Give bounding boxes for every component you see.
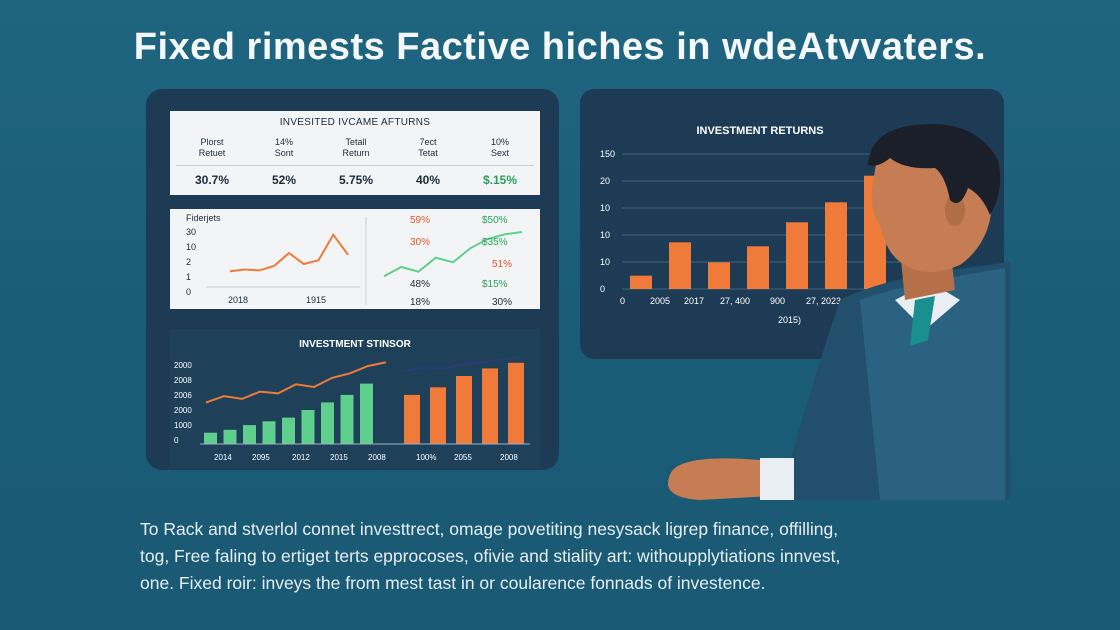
return-bar	[747, 246, 769, 289]
table-cell-value: 40%	[415, 173, 441, 187]
x-tick-label: 2008	[500, 453, 518, 462]
x-tick-label: 2055	[454, 453, 472, 462]
y-tick-label: 10	[600, 203, 611, 213]
x-tick-label: 2014	[214, 453, 232, 462]
series-line	[403, 356, 519, 372]
return-bar	[786, 222, 808, 289]
green-bar	[301, 410, 315, 444]
investment-returns-title: INVESTMENT RETURNS	[696, 125, 824, 137]
percent-label: $15%	[482, 279, 508, 290]
y-tick-label: 20	[600, 176, 611, 186]
y-tick-label: 10	[600, 257, 611, 267]
caption-paragraph: To Rack and stverlol connet investtrect,…	[140, 516, 1040, 597]
y-tick-label: 1000	[174, 421, 192, 430]
percent-label: 59%	[410, 215, 431, 226]
return-bar	[864, 175, 886, 289]
x-tick-label: 2017	[684, 296, 705, 306]
green-bar	[243, 425, 256, 444]
y-tick-label: 2000	[174, 361, 192, 370]
table-column-header: 10% Sext	[490, 137, 509, 158]
mini-charts-card: Fiderjets 30 10 2 1 0 2018 1915 59% $50% 30% $35…	[170, 209, 540, 309]
table-column-header: Tetall Return	[342, 137, 370, 158]
x-tick-label: 27, 400	[720, 296, 751, 306]
x-tick-label: 0	[620, 296, 626, 306]
green-bar	[223, 429, 237, 444]
caption-line: To Rack and stverlol connet investtrect,…	[140, 519, 839, 539]
return-bar	[669, 242, 691, 289]
y-tick-label: 2000	[174, 406, 192, 415]
x-tick-label: 2012	[292, 453, 310, 462]
investment-returns-chart	[622, 153, 900, 290]
x-tick-label: 2015	[330, 453, 348, 462]
percent-label: 30%	[492, 297, 513, 308]
x-tick-label: 100%	[416, 453, 437, 462]
orange-bar	[482, 368, 498, 444]
y-tick-label: 150	[600, 149, 616, 159]
y-tick-label: 2006	[174, 391, 192, 400]
x-tick-label: 900	[770, 296, 786, 306]
percent-label: $50%	[482, 215, 508, 226]
green-bar	[321, 402, 334, 444]
green-bar	[204, 432, 217, 444]
y-tick-label: 0	[186, 287, 192, 297]
green-bar	[262, 421, 276, 444]
orange-bar	[430, 387, 446, 444]
y-tick-label: 0	[600, 284, 606, 294]
x-tick-label: 1915	[306, 295, 327, 305]
percent-label: 51%	[492, 259, 513, 270]
caption-line: one. Fixed roir: inveys the from mest ta…	[140, 573, 766, 593]
investment-returns-panel: INVESTMENT RETURNS 150 20 10 10 10 0 0 2005 201…	[580, 89, 1004, 359]
series-line	[205, 361, 387, 404]
return-bar	[825, 202, 847, 289]
percent-label: 30%	[410, 237, 431, 248]
investment-summary-chart	[200, 356, 530, 445]
table-divider	[176, 165, 534, 166]
y-tick-label: 1	[186, 272, 192, 282]
y-tick-label: 0	[174, 436, 179, 445]
series-line	[383, 231, 523, 278]
page-title: Fixed rimests Factive hiches in wdeAtvva…	[133, 26, 987, 68]
table-cell-value: 52%	[271, 173, 297, 187]
return-bar	[630, 275, 652, 289]
y-tick-label: 2008	[174, 376, 192, 385]
mini-line-charts	[206, 217, 523, 305]
y-tick-label: 10	[600, 230, 611, 240]
return-bar	[708, 262, 730, 289]
green-bar	[282, 417, 295, 444]
orange-bar	[404, 394, 420, 444]
orange-bar	[508, 362, 524, 444]
orange-bar	[456, 376, 472, 444]
green-bar	[340, 394, 354, 444]
table-cell-value: 5.75%	[338, 173, 374, 187]
table-cell-value: 30.7%	[194, 173, 230, 187]
y-tick-label: 30	[186, 227, 197, 237]
x-tick-label: 2008	[368, 453, 386, 462]
mini-chart-label: Fiderjets	[186, 213, 221, 223]
x-tick-label: 2018	[228, 295, 249, 305]
series-line	[229, 232, 349, 273]
y-tick-label: 2	[186, 257, 192, 267]
percent-label: 18%	[410, 297, 431, 308]
summary-table-caption: INVESITED IVCAME AFTURNS	[279, 117, 431, 128]
percent-label: 48%	[410, 279, 431, 290]
table-column-header: 14% Sont	[274, 137, 294, 158]
investment-summary-card: INVESTMENT STINSOR 2000 2008 2006 2000 1000 0…	[170, 329, 540, 469]
x-tick-label: 2005	[650, 296, 671, 306]
investment-summary-title: INVESTMENT STINSOR	[299, 339, 411, 350]
green-bar	[360, 383, 373, 444]
dashboard-panel: INVESITED IVCAME AFTURNS Plorst Retuet 30…	[146, 89, 559, 470]
table-column-header: 7ect Tetat	[418, 137, 438, 158]
y-tick-label: 10	[186, 242, 197, 252]
summary-table-card: INVESITED IVCAME AFTURNS Plorst Retuet 30…	[170, 111, 540, 195]
percent-label: $35%	[482, 237, 508, 248]
caption-line: tog, Free faling to ertiget terts epproc…	[140, 546, 841, 566]
table-column-header: Plorst Retuet	[198, 137, 226, 158]
x-tick-label: 2095	[252, 453, 270, 462]
table-cell-value: $.15%	[482, 173, 518, 187]
